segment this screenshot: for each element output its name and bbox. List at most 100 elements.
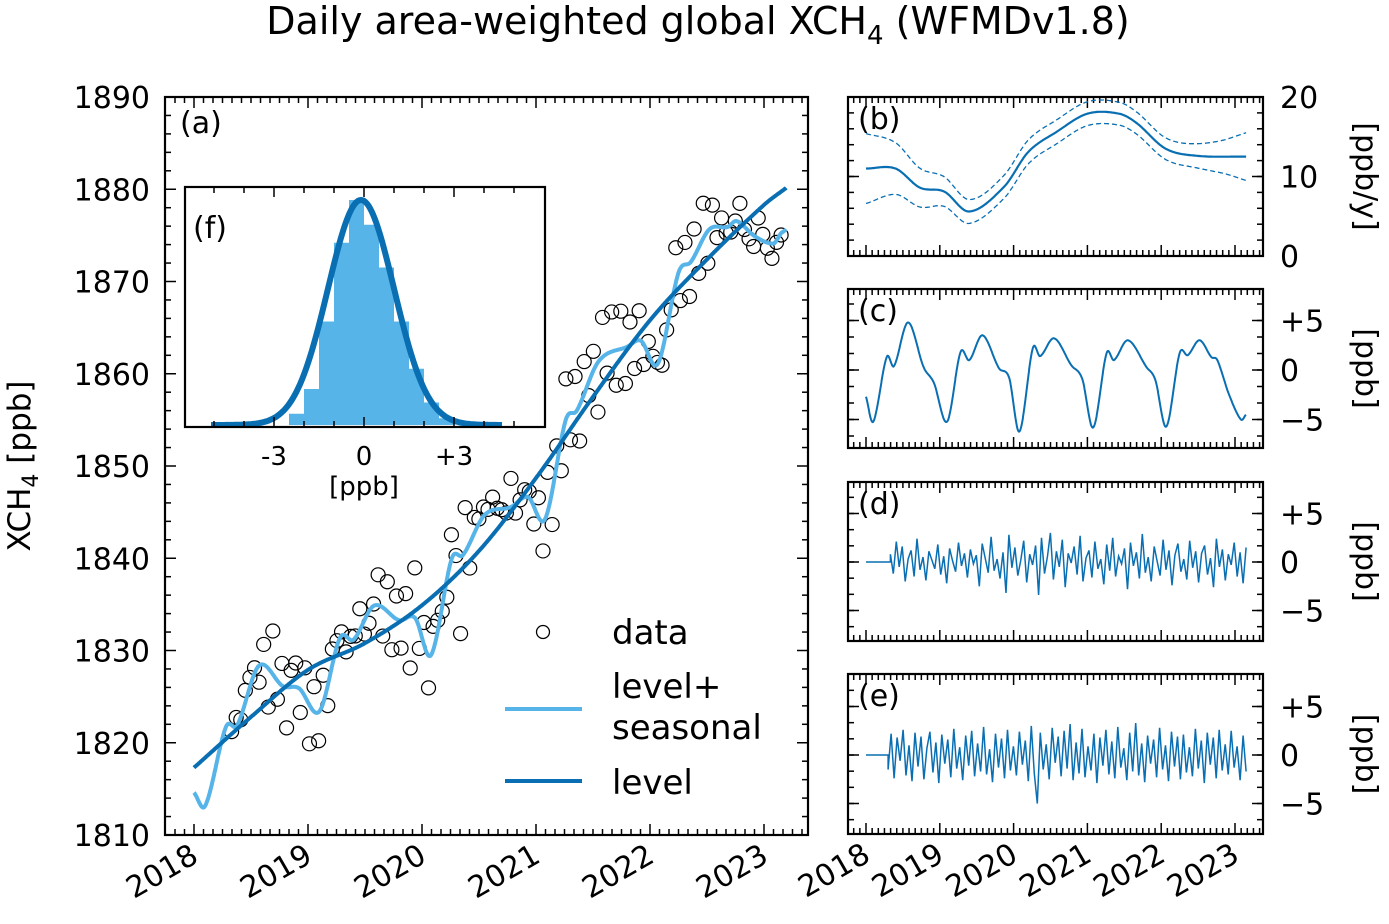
y-tick-label: −5: [1280, 595, 1324, 630]
data-point: [622, 314, 638, 330]
growth-rate-upper-bound: [865, 99, 1247, 201]
x-tick-label: 2019: [866, 837, 950, 905]
data-point: [443, 527, 460, 543]
y-tick-label: 0: [1280, 739, 1299, 774]
data-point: [452, 626, 469, 642]
y-tick-label: 1870: [74, 266, 150, 301]
data-point: [617, 375, 634, 392]
histogram-bar: [289, 413, 304, 425]
panel-f-inset: -3 0 +3 [ppb] (f): [183, 185, 547, 502]
panel-b: 0 10 20 [ppb/y] (b): [846, 81, 1383, 275]
data-point: [668, 240, 684, 256]
histogram-bar: [379, 267, 394, 425]
plot-frame: [163, 95, 810, 837]
data-point: [306, 679, 322, 695]
y-tick-label: 1830: [74, 635, 150, 670]
inset-frame: [183, 185, 547, 429]
data-point: [379, 574, 395, 590]
data-point: [407, 560, 423, 576]
y-tick-label: 1850: [74, 450, 150, 485]
data-point: [686, 221, 702, 237]
data-point: [388, 588, 405, 604]
data-point: [503, 470, 519, 487]
y-tick-label: 1820: [74, 727, 150, 762]
data-point: [773, 227, 789, 243]
data-point: [608, 377, 624, 393]
data-point: [558, 371, 574, 387]
data-point: [338, 644, 354, 660]
data-point: [402, 660, 418, 676]
data-point: [384, 642, 400, 658]
data-point: [631, 303, 647, 319]
data-point: [544, 516, 560, 533]
data-point: [485, 489, 501, 505]
inset-x-tick-label: 0: [356, 442, 373, 472]
data-point: [398, 585, 414, 602]
data-point: [590, 404, 606, 420]
growth-rate-line: [865, 110, 1247, 213]
chart-title: Daily area-weighted global XCH4 (WFMDv1.…: [266, 0, 1129, 51]
inset-x-tick-label: -3: [261, 442, 287, 472]
inset-x-tick-label: +3: [435, 442, 473, 472]
plot-background: [848, 97, 1263, 256]
plot-frame: [846, 480, 1265, 643]
y-tick-label: 1880: [74, 173, 150, 208]
data-point: [265, 623, 281, 639]
x-tick-label: 2021: [1014, 837, 1098, 905]
y-tick-label: 0: [1280, 354, 1299, 389]
data-point: [288, 655, 304, 671]
y-tick-label: 20: [1280, 81, 1318, 116]
data-point: [709, 230, 725, 246]
panel-label-d: (d): [858, 487, 900, 522]
legend-label-level-seasonal-2: seasonal: [612, 708, 762, 748]
inset-x-axis-label: [ppb]: [329, 472, 399, 502]
y-tick-label: 10: [1280, 161, 1318, 196]
histogram-bar: [439, 418, 454, 425]
y-tick-label: −5: [1280, 404, 1324, 439]
y-unit-label: [ppb]: [1348, 521, 1383, 602]
data-point: [727, 213, 743, 229]
data-point: [572, 433, 588, 449]
legend-label-level: level: [612, 763, 693, 803]
data-point: [526, 516, 542, 532]
panel-label-e: (e): [858, 679, 900, 714]
data-point: [695, 195, 711, 211]
x-tick-label: 2018: [792, 837, 876, 905]
data-point: [585, 343, 601, 359]
data-point: [704, 197, 721, 213]
histogram-bar: [319, 321, 334, 425]
x-tick-label: 2023: [690, 838, 774, 906]
x-tick-label: 2023: [1161, 837, 1245, 905]
y-axis-label: XCH4 [ppb]: [2, 380, 44, 551]
y-tick-label: 1840: [74, 542, 150, 577]
legend-data-marker: [535, 624, 551, 640]
data-point: [681, 288, 698, 305]
y-tick-label: +5: [1280, 498, 1324, 533]
data-point: [301, 736, 318, 752]
data-point: [613, 303, 629, 319]
y-tick-label: 1860: [74, 358, 150, 393]
legend-label-data: data: [612, 613, 689, 653]
x-tick-label: 2022: [1088, 837, 1172, 905]
histogram-bar: [304, 389, 319, 425]
data-point: [457, 500, 473, 516]
data-point: [256, 636, 272, 653]
y-unit-label: [ppb/y]: [1348, 122, 1383, 230]
panel-d: −5 0 +5 [ppb] (d): [846, 480, 1383, 643]
data-point: [567, 368, 583, 385]
data-point: [393, 640, 409, 656]
data-point: [604, 304, 620, 320]
data-point: [549, 438, 565, 454]
plot-frame: [846, 672, 1265, 836]
data-point: [292, 704, 308, 721]
panel-label-b: (b): [858, 102, 900, 137]
data-point: [352, 601, 368, 617]
data-point: [535, 543, 551, 559]
y-tick-label: +5: [1280, 305, 1324, 340]
growth-rate-lower-bound: [865, 122, 1247, 225]
x-tick-label: 2019: [234, 838, 318, 906]
panel-c: −5 0 +5 [ppb] (c): [846, 287, 1383, 450]
y-tick-label: +5: [1280, 691, 1324, 726]
data-point: [278, 720, 295, 736]
